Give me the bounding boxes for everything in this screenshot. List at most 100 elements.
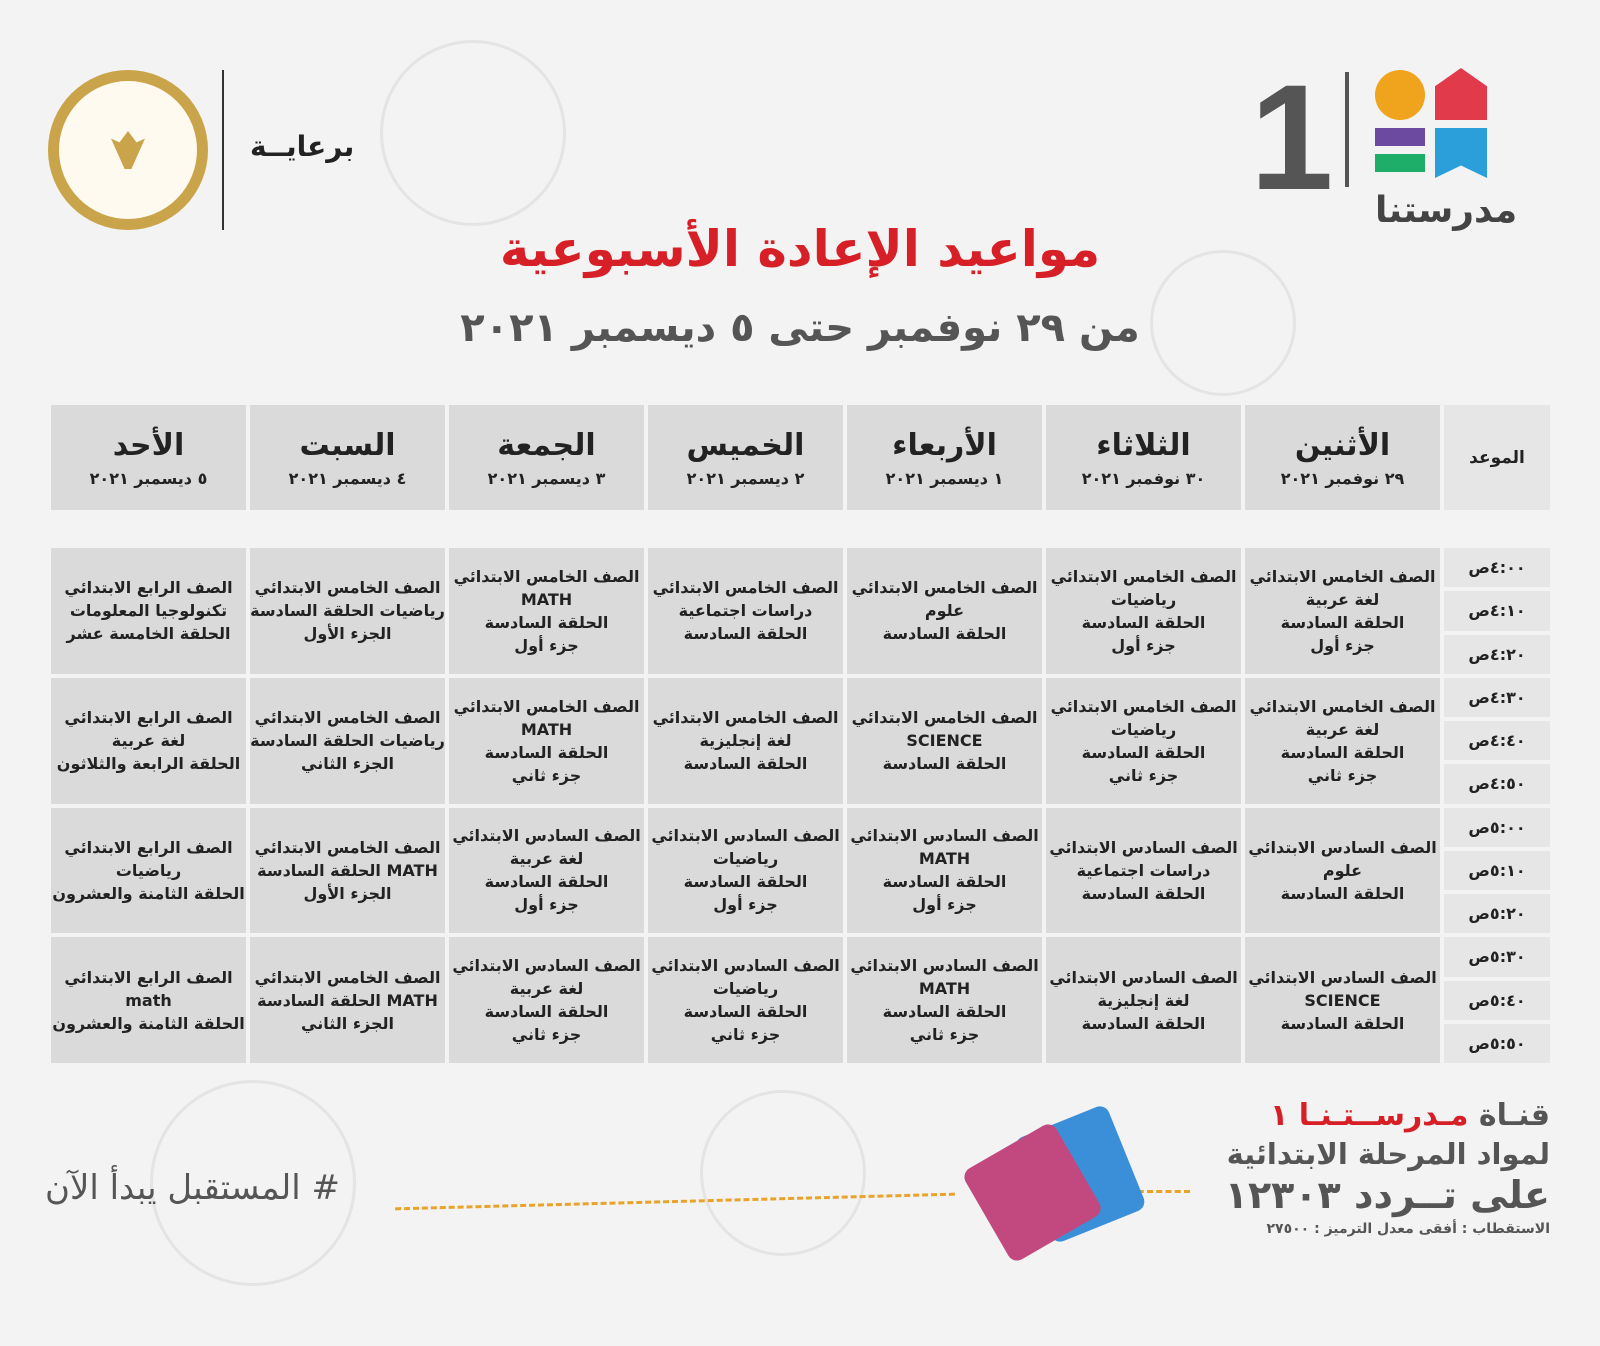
brand-name: مدرستنا	[1375, 190, 1518, 231]
channel-title: قنـاة مـدرســتـنـا ١	[1190, 1098, 1550, 1133]
background-doodle	[1150, 250, 1296, 396]
lesson-line: الصف الخامس الابتدائي	[652, 578, 839, 598]
lesson-line: رياضيات	[1110, 589, 1177, 609]
lesson-cell: الصف الخامس الابتدائي MATH الحلقة السادسة…	[250, 937, 445, 1063]
dashed-path-left	[395, 1192, 955, 1211]
lesson-cell: الصف الخامس الابتدائي دراسات اجتماعية الحل…	[648, 548, 843, 674]
lesson-line: MATH	[520, 719, 573, 739]
lesson-line: الصف الخامس الابتدائي	[1249, 566, 1436, 586]
day-date: ١ ديسمبر ٢٠٢١	[885, 468, 1004, 488]
lesson-line: الحلقة السادسة	[882, 624, 1007, 644]
lesson-line: الصف السادس الابتدائي	[1049, 837, 1238, 857]
lesson-cell: الصف الخامس الابتدائي MATH الحلقة السادسة ج…	[449, 548, 644, 674]
lesson-line: جزء أول	[514, 635, 579, 655]
time-slot: ٤:٤٠ص	[1444, 721, 1550, 761]
lesson-line: الحلقة السادسة	[683, 754, 808, 774]
lesson-line: الصف الخامس الابتدائي	[254, 967, 441, 987]
lesson-cell: الصف الرابع الابتدائي لغة عربية الحلقة الر…	[51, 677, 246, 804]
day-header: الثلاثاء ٣٠ نوفمبر ٢٠٢١	[1046, 405, 1241, 510]
day-date: ٢ ديسمبر ٢٠٢١	[686, 468, 805, 488]
lesson-cell: الصف الرابع الابتدائي math الحلقة الثامنة …	[51, 937, 246, 1063]
brand-number: 1	[1250, 53, 1334, 221]
lesson-line: الصف السادس الابتدائي	[452, 826, 641, 846]
blue-book-icon	[1435, 128, 1487, 178]
lesson-line: الصف الرابع الابتدائي	[64, 837, 233, 857]
header-divider	[222, 70, 224, 230]
lesson-line: الصف الخامس الابتدائي	[453, 566, 640, 586]
lesson-cell: الصف السادس الابتدائي لغة عربية الحلقة الس…	[449, 937, 644, 1063]
lesson-line: الصف الخامس الابتدائي	[254, 837, 441, 857]
purple-bar-icon	[1375, 128, 1425, 146]
lesson-line: جزء ثاني	[1108, 765, 1179, 785]
lesson-line: تكنولوجيا المعلومات	[69, 601, 228, 621]
background-doodle	[700, 1090, 866, 1256]
lesson-line: الصف الرابع الابتدائي	[64, 708, 233, 728]
lesson-line: جزء أول	[514, 895, 579, 915]
time-slot: ٥:٢٠ص	[1444, 894, 1550, 934]
day-header: الخميس ٢ ديسمبر ٢٠٢١	[648, 405, 843, 510]
time-column-header: الموعد	[1444, 405, 1550, 510]
time-slot: ٤:٢٠ص	[1444, 634, 1550, 674]
lesson-line: الصف الخامس الابتدائي	[1249, 696, 1436, 716]
day-column: الصف الخامس الابتدائي رياضيات الحلقة السا…	[250, 548, 445, 1063]
lesson-line: الحلقة السادسة	[1081, 742, 1206, 762]
lesson-line: الصف السادس الابتدائي	[850, 956, 1039, 976]
lesson-line: الصف السادس الابتدائي	[452, 956, 641, 976]
day-column: الصف الخامس الابتدائي لغة عربية الحلقة الس…	[1245, 548, 1440, 1063]
lesson-cell: الصف الخامس الابتدائي رياضيات الحلقة الساد…	[1046, 548, 1241, 674]
day-column: الصف الخامس الابتدائي علوم الحلقة السادسة ا…	[847, 548, 1042, 1063]
time-slot: ٤:٠٠ص	[1444, 548, 1550, 588]
lesson-cell: الصف الخامس الابتدائي رياضيات الحلقة الساد…	[1046, 677, 1241, 804]
lesson-cell: الصف الخامس الابتدائي لغة عربية الحلقة الس…	[1245, 548, 1440, 674]
lesson-line: الجزء الأول	[303, 624, 392, 644]
lesson-cell: الصف الخامس الابتدائي علوم الحلقة السادسة	[847, 548, 1042, 674]
lesson-line: الحلقة السادسة	[1280, 883, 1405, 903]
lesson-line: علوم	[1322, 860, 1363, 880]
lesson-line: الحلقة الرابعة والثلاثون	[56, 754, 241, 774]
day-name: الأربعاء	[892, 427, 997, 463]
lesson-cell: الصف السادس الابتدائي علوم الحلقة السادسة	[1245, 807, 1440, 934]
lesson-line: الصف الخامس الابتدائي	[1050, 696, 1237, 716]
lesson-cell: الصف السادس الابتدائي رياضيات الحلقة الساد…	[648, 807, 843, 934]
lesson-cell: الصف الخامس الابتدائي لغة عربية الحلقة الس…	[1245, 677, 1440, 804]
channel-technical-info: الاستقطاب : أفقى معدل الترميز : ٢٧٥٠٠	[1266, 1221, 1550, 1237]
time-slot: ٥:٤٠ص	[1444, 980, 1550, 1020]
lesson-line: الحلقة السادسة	[683, 624, 808, 644]
lesson-line: جزء أول	[1310, 635, 1375, 655]
lesson-line: الصف الخامس الابتدائي	[851, 578, 1038, 598]
lesson-cell: الصف السادس الابتدائي SCIENCE الحلقة الساد…	[1245, 937, 1440, 1063]
lesson-cell: الصف الخامس الابتدائي MATH الحلقة السادسة ج…	[449, 677, 644, 804]
time-slot: ٤:١٠ص	[1444, 591, 1550, 631]
lesson-line: الحلقة السادسة	[1081, 1013, 1206, 1033]
lesson-line: الصف الخامس الابتدائي	[254, 708, 441, 728]
lesson-line: الحلقة السادسة	[1280, 1013, 1405, 1033]
time-slot: ٥:٥٠ص	[1444, 1023, 1550, 1063]
day-date: ٣٠ نوفمبر ٢٠٢١	[1081, 468, 1206, 488]
madrasetna-brand-logo: 1 مدرستنا	[1250, 62, 1540, 242]
lesson-line: جزء ثاني	[710, 1025, 781, 1045]
lesson-line: لغة عربية	[1305, 719, 1380, 739]
channel-name: مـدرســتـنـا ١	[1269, 1098, 1469, 1133]
day-name: الخميس	[686, 427, 805, 463]
lesson-cell: الصف السادس الابتدائي رياضيات الحلقة الساد…	[648, 937, 843, 1063]
channel-subjects: لمواد المرحلة الابتدائية	[1226, 1137, 1550, 1171]
lesson-cell: الصف السادس الابتدائي لغة إنجليزية الحلقة …	[1046, 937, 1241, 1063]
day-header: الأثنين ٢٩ نوفمبر ٢٠٢١	[1245, 405, 1440, 510]
lesson-line: رياضيات	[115, 860, 182, 880]
background-doodle	[380, 40, 566, 226]
red-house-icon	[1435, 68, 1487, 120]
lesson-line: الصف الخامس الابتدائي	[1050, 566, 1237, 586]
day-header: الأربعاء ١ ديسمبر ٢٠٢١	[847, 405, 1042, 510]
lesson-line: الصف الخامس الابتدائي	[851, 708, 1038, 728]
lesson-line: الحلقة السادسة	[484, 872, 609, 892]
channel-info: قنـاة مـدرســتـنـا ١ لمواد المرحلة الابت…	[1190, 1098, 1550, 1237]
page-subtitle: من ٢٩ نوفمبر حتى ٥ ديسمبر ٢٠٢١	[460, 305, 1140, 351]
sponsor-label: برعايــة	[250, 130, 355, 163]
lesson-line: الحلقة السادسة	[683, 1002, 808, 1022]
lesson-line: MATH	[520, 589, 573, 609]
lesson-line: لغة إنجليزية	[699, 731, 792, 751]
lesson-line: لغة عربية	[111, 731, 186, 751]
lesson-line: الحلقة السادسة	[484, 1002, 609, 1022]
lesson-line: جزء أول	[1111, 635, 1176, 655]
lesson-line: علوم	[924, 601, 965, 621]
